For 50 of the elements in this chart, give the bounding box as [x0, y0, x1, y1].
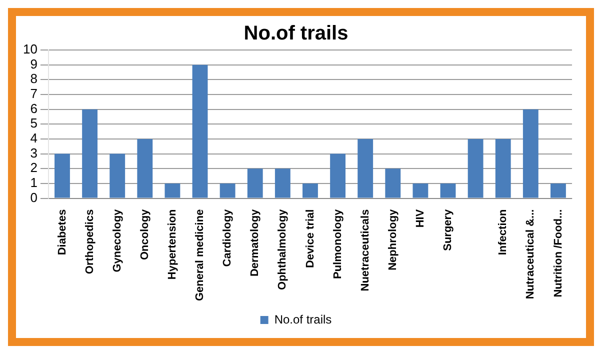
y-tick-label: 10 [22, 42, 38, 57]
bar [495, 138, 511, 198]
x-tick-label: Device trial [304, 209, 316, 268]
x-tick-label: HIV [414, 208, 426, 228]
x-tick-label: Nuetraceuticals [359, 209, 372, 292]
bar [54, 154, 70, 198]
y-tick-label: 9 [30, 56, 38, 72]
x-tick-label: Dermatology [249, 208, 262, 277]
x-tick-label: Oncology [138, 208, 151, 260]
bar [110, 154, 126, 198]
bar [358, 138, 374, 198]
bar [550, 183, 566, 198]
x-tick-label: Pulmonology [332, 208, 344, 279]
bar [522, 109, 538, 198]
bar [412, 183, 428, 198]
x-tick-label: Nephrology [386, 208, 399, 270]
bar [302, 183, 318, 198]
x-tick-label: Ophthalmology [276, 208, 289, 290]
x-tick-label: Gynecology [111, 208, 124, 272]
bar [385, 168, 401, 198]
bar [330, 154, 346, 198]
x-tick-label: Nutraceutical &... [524, 209, 537, 300]
y-tick-label: 1 [30, 175, 38, 190]
bar [192, 64, 208, 198]
x-tick-label: Orthopedics [84, 209, 96, 274]
bar [247, 168, 263, 198]
x-tick-label: Nutrition /Food... [552, 209, 564, 298]
y-tick-label: 8 [30, 71, 38, 86]
y-tick-label: 0 [30, 190, 38, 205]
bar [164, 183, 180, 198]
bar [220, 183, 236, 198]
x-tick-label: Infection [497, 209, 510, 256]
bar [440, 183, 456, 198]
y-tick-label: 4 [30, 130, 38, 146]
y-tick-label: 2 [30, 160, 38, 176]
y-tick-label: 7 [30, 86, 38, 102]
y-tick-label: 6 [30, 100, 38, 116]
bar [82, 109, 98, 198]
x-tick-label: Cardiology [222, 208, 234, 267]
x-tick-label: Hypertension [166, 209, 178, 280]
y-tick-label: 3 [30, 145, 38, 160]
bar [137, 138, 153, 198]
bar [274, 168, 290, 198]
chart-title: No.of trails [244, 22, 348, 45]
x-tick-label: Surgery [442, 208, 454, 251]
x-tick-label: Diabetes [56, 209, 68, 256]
x-tick-label: General medicine [194, 209, 206, 302]
y-tick-label: 5 [30, 116, 38, 131]
legend-label: No.of trails [274, 312, 332, 326]
bar [468, 138, 484, 198]
